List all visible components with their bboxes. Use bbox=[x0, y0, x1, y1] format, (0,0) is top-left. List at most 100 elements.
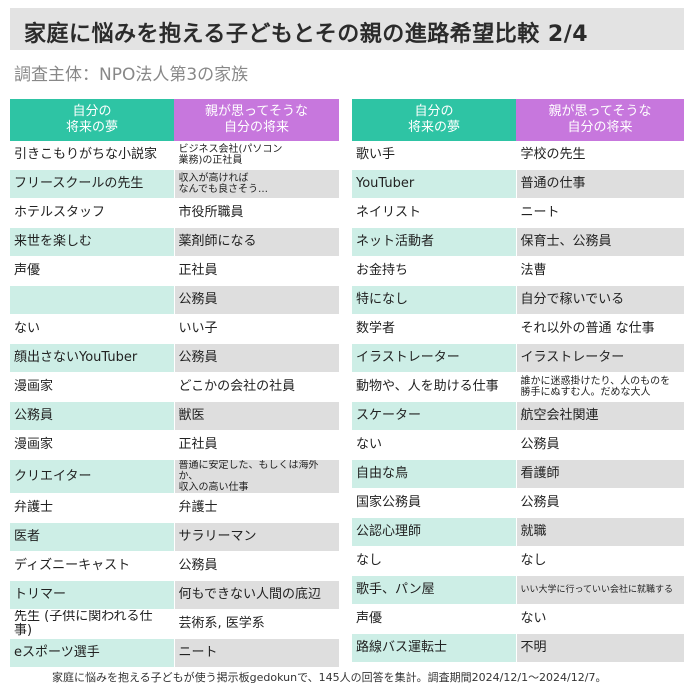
table-row: 公務員 bbox=[10, 285, 340, 315]
table-row: イラストレーター イラストレーター bbox=[352, 343, 685, 373]
table-row: クリエイター 普通に安定した、もしくは海外 か、 収入の高い仕事 bbox=[10, 459, 340, 494]
footer-note: 家庭に悩みを抱える子どもが使う掲示板gedokunで、145人の回答を集計。調査… bbox=[52, 671, 607, 684]
cell-own-dream bbox=[10, 285, 175, 315]
table-row: 歌い手 学校の先生 bbox=[352, 141, 685, 170]
cell-own-dream: ホテルスタッフ bbox=[10, 198, 175, 228]
cell-own-dream: 特になし bbox=[352, 285, 517, 315]
cell-own-dream: クリエイター bbox=[10, 459, 175, 494]
table-row: eスポーツ選手 ニート bbox=[10, 638, 340, 668]
column-header-dream: 自分の 将来の夢 bbox=[352, 99, 516, 141]
cell-parent-expectation: サラリーマン bbox=[174, 522, 340, 552]
cell-own-dream: 公認心理師 bbox=[352, 517, 517, 547]
cell-parent-expectation: いい子 bbox=[174, 314, 340, 344]
table-row: 引きこもりがちな小説家 ビジネス会社(パソコン 業務)の正社員 bbox=[10, 141, 340, 170]
table-row: 特になし 自分で稼いでいる bbox=[352, 285, 685, 315]
cell-own-dream: トリマー bbox=[10, 580, 175, 610]
cell-parent-expectation: ビジネス会社(パソコン 業務)の正社員 bbox=[174, 141, 340, 170]
column-header-dream-label: 自分の 将来の夢 bbox=[407, 104, 460, 135]
table-row: 公務員 獣医 bbox=[10, 401, 340, 431]
cell-own-dream: スケーター bbox=[352, 401, 517, 431]
cell-own-dream: 路線バス運転士 bbox=[352, 633, 517, 663]
cell-parent-expectation: 法曹 bbox=[516, 256, 685, 286]
cell-own-dream: 動物や、人を助ける仕事 bbox=[352, 372, 517, 402]
survey-body-right: 歌い手 学校の先生 YouTuber 普通の仕事 ネイリスト ニート ネット活動者 保育士、公… bbox=[352, 141, 685, 663]
cell-parent-expectation: ニート bbox=[174, 638, 340, 668]
cell-own-dream: ない bbox=[10, 314, 175, 344]
title-bar: 家庭に悩みを抱える子どもとその親の進路希望比較 2/4 bbox=[10, 8, 684, 50]
column-header-parent-label: 親が思ってそうな 自分の将来 bbox=[548, 104, 652, 135]
cell-own-dream: 声優 bbox=[10, 256, 175, 286]
table-row: YouTuber 普通の仕事 bbox=[352, 169, 685, 199]
cell-parent-expectation: 弁護士 bbox=[174, 493, 340, 523]
cell-own-dream: イラストレーター bbox=[352, 343, 517, 373]
table-row: なし なし bbox=[352, 546, 685, 576]
table-row: 漫画家 どこかの会社の社員 bbox=[10, 372, 340, 402]
cell-own-dream: 医者 bbox=[10, 522, 175, 552]
cell-own-dream: 先生 (子供に関われる仕事) bbox=[10, 609, 175, 639]
cell-own-dream: 引きこもりがちな小説家 bbox=[10, 141, 175, 170]
cell-parent-expectation: 誰かに迷惑掛けたり、人のものを 勝手にぬすむ人。だめな大人 bbox=[516, 372, 685, 402]
header-row: 自分の 将来の夢 親が思ってそうな 自分の将来 bbox=[10, 99, 339, 141]
cell-parent-expectation: 市役所職員 bbox=[174, 198, 340, 228]
table-row: 弁護士 弁護士 bbox=[10, 493, 340, 523]
cell-parent-expectation: 獣医 bbox=[174, 401, 340, 431]
cell-parent-expectation: 公務員 bbox=[174, 343, 340, 373]
column-header-parent: 親が思ってそうな 自分の将来 bbox=[174, 99, 339, 141]
cell-parent-expectation: 学校の先生 bbox=[516, 141, 685, 170]
page-subtitle: 調査主体：NPO法人第3の家族 bbox=[14, 65, 249, 85]
cell-parent-expectation: 保育士、公務員 bbox=[516, 227, 685, 257]
table-row: 公認心理師 就職 bbox=[352, 517, 685, 547]
table-row: ない いい子 bbox=[10, 314, 340, 344]
cell-own-dream: 公務員 bbox=[10, 401, 175, 431]
cell-own-dream: ネイリスト bbox=[352, 198, 517, 228]
cell-parent-expectation: いい大学に行っていい会社に就職する bbox=[516, 575, 685, 605]
table-row: ネット活動者 保育士、公務員 bbox=[352, 227, 685, 257]
table-row: 医者 サラリーマン bbox=[10, 522, 340, 552]
cell-parent-expectation: ない bbox=[516, 604, 685, 634]
cell-parent-expectation: 普通の仕事 bbox=[516, 169, 685, 199]
cell-own-dream: 漫画家 bbox=[10, 430, 175, 460]
table-row: 先生 (子供に関われる仕事) 芸術系, 医学系 bbox=[10, 609, 340, 639]
cell-parent-expectation: 正社員 bbox=[174, 430, 340, 460]
column-header-parent: 親が思ってそうな 自分の将来 bbox=[516, 99, 684, 141]
cell-parent-expectation: 公務員 bbox=[516, 430, 685, 460]
cell-parent-expectation: 不明 bbox=[516, 633, 685, 663]
table-row: 路線バス運転士 不明 bbox=[352, 633, 685, 663]
table-row: ホテルスタッフ 市役所職員 bbox=[10, 198, 340, 228]
cell-own-dream: 数学者 bbox=[352, 314, 517, 344]
cell-own-dream: 国家公務員 bbox=[352, 488, 517, 518]
cell-parent-expectation: 収入が高ければ なんでも良さそう… bbox=[174, 169, 340, 199]
table-row: 声優 ない bbox=[352, 604, 685, 634]
table-row: 歌手、パン屋 いい大学に行っていい会社に就職する bbox=[352, 575, 685, 605]
cell-parent-expectation: 公務員 bbox=[174, 285, 340, 315]
cell-own-dream: お金持ち bbox=[352, 256, 517, 286]
cell-parent-expectation: ニート bbox=[516, 198, 685, 228]
cell-own-dream: eスポーツ選手 bbox=[10, 638, 175, 668]
page-title: 家庭に悩みを抱える子どもとその親の進路希望比較 2/4 bbox=[24, 22, 589, 47]
table-row: 動物や、人を助ける仕事 誰かに迷惑掛けたり、人のものを 勝手にぬすむ人。だめな大人 bbox=[352, 372, 685, 402]
cell-own-dream: 来世を楽しむ bbox=[10, 227, 175, 257]
table-row: 自由な鳥 看護師 bbox=[352, 459, 685, 489]
cell-parent-expectation: 芸術系, 医学系 bbox=[174, 609, 340, 639]
cell-own-dream: YouTuber bbox=[352, 169, 517, 199]
table-row: お金持ち 法曹 bbox=[352, 256, 685, 286]
cell-parent-expectation: 正社員 bbox=[174, 256, 340, 286]
cell-own-dream: ディズニーキャスト bbox=[10, 551, 175, 581]
header-row: 自分の 将来の夢 親が思ってそうな 自分の将来 bbox=[352, 99, 684, 141]
cell-parent-expectation: 公務員 bbox=[516, 488, 685, 518]
cell-parent-expectation: どこかの会社の社員 bbox=[174, 372, 340, 402]
table-row: ない 公務員 bbox=[352, 430, 685, 460]
column-header-dream-label: 自分の 将来の夢 bbox=[65, 104, 118, 135]
survey-table-right: 自分の 将来の夢 親が思ってそうな 自分の将来 歌い手 学校の先生 YouTuber… bbox=[352, 99, 685, 663]
cell-own-dream: 自由な鳥 bbox=[352, 459, 517, 489]
cell-parent-expectation: それ以外の普通 な仕事 bbox=[516, 314, 685, 344]
cell-parent-expectation: 公務員 bbox=[174, 551, 340, 581]
table-row: フリースクールの先生 収入が高ければ なんでも良さそう… bbox=[10, 169, 340, 199]
table-row: 来世を楽しむ 薬剤師になる bbox=[10, 227, 340, 257]
cell-parent-expectation: 看護師 bbox=[516, 459, 685, 489]
cell-parent-expectation: 普通に安定した、もしくは海外 か、 収入の高い仕事 bbox=[174, 459, 340, 494]
cell-own-dream: 声優 bbox=[352, 604, 517, 634]
cell-own-dream: 弁護士 bbox=[10, 493, 175, 523]
cell-own-dream: 歌手、パン屋 bbox=[352, 575, 517, 605]
survey-table-left: 自分の 将来の夢 親が思ってそうな 自分の将来 引きこもりがちな小説家 ビジネス会… bbox=[10, 99, 340, 668]
